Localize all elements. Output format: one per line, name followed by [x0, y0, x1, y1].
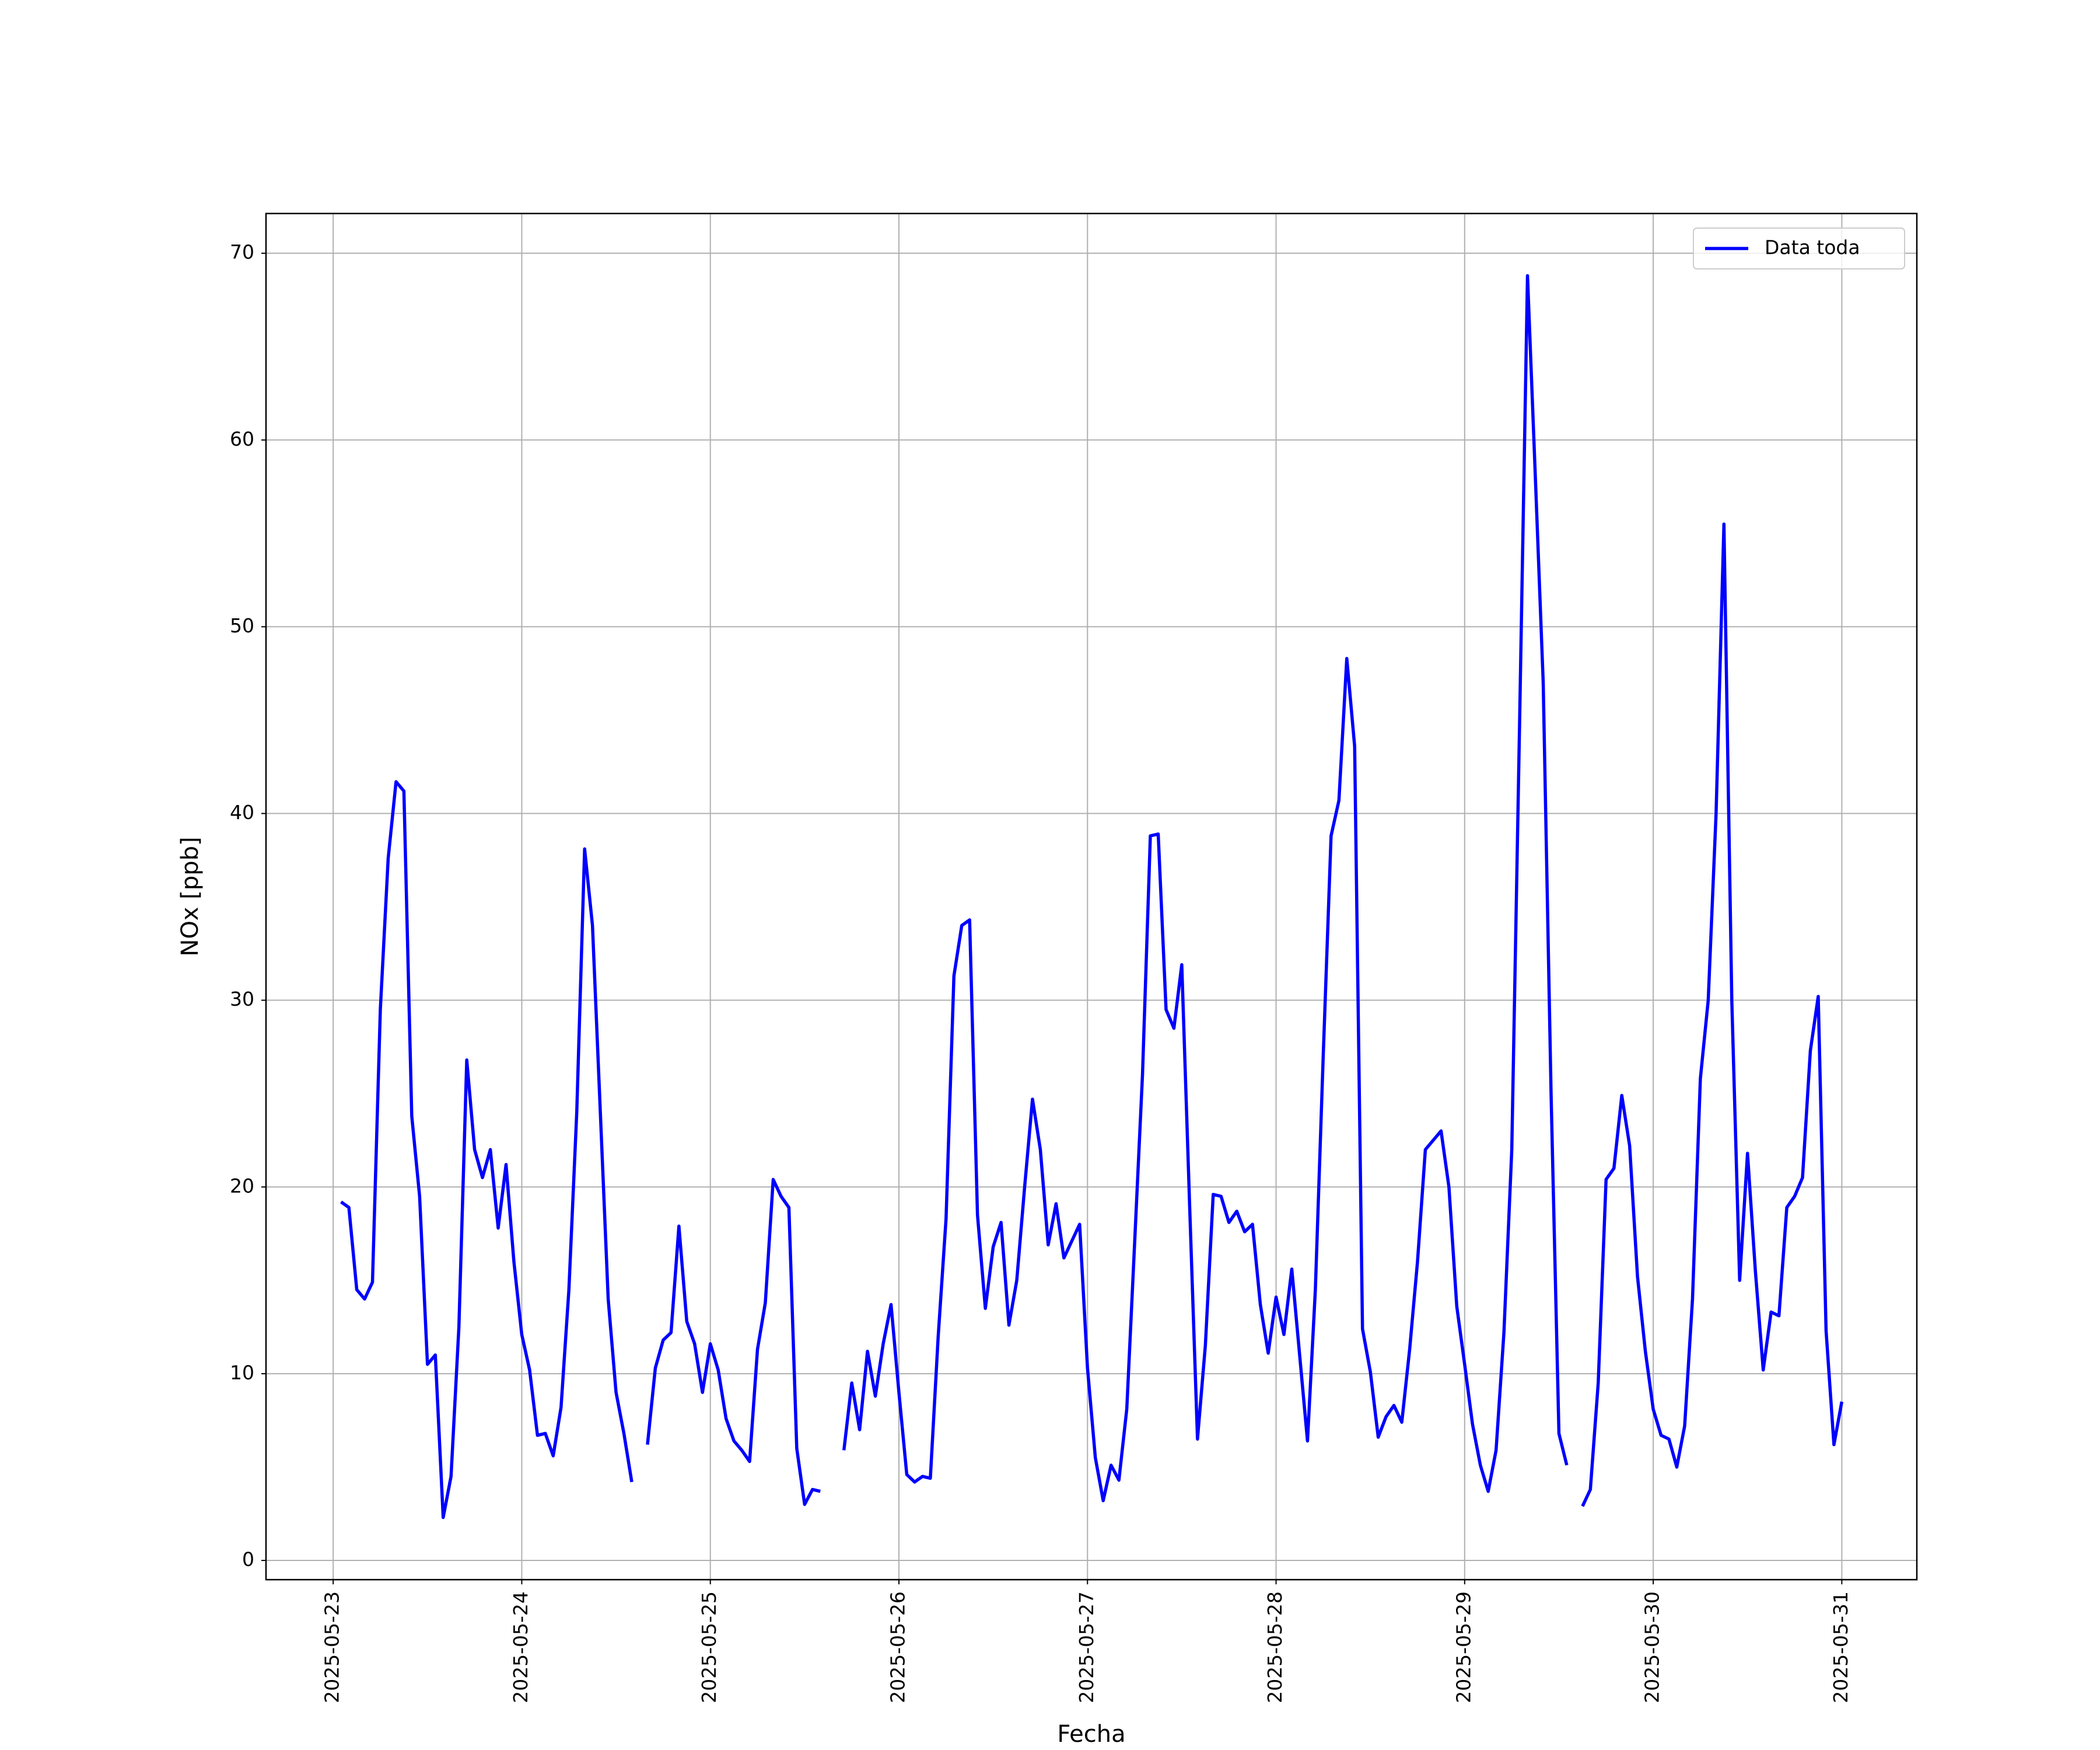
x-tick-label: 2025-05-25: [698, 1591, 720, 1703]
y-tick-label: 10: [230, 1361, 254, 1384]
legend-label: Data toda: [1765, 236, 1860, 259]
y-tick-label: 30: [230, 988, 254, 1010]
y-tick-label: 70: [230, 241, 254, 264]
x-tick-label: 2025-05-27: [1075, 1591, 1098, 1703]
y-tick-label: 20: [230, 1174, 254, 1197]
y-tick-label: 50: [230, 614, 254, 637]
plot-frame: [265, 212, 1918, 1581]
x-tick-label: 2025-05-24: [509, 1591, 532, 1703]
x-tick-label: 2025-05-31: [1829, 1591, 1852, 1703]
x-axis-label: Fecha: [1057, 1721, 1125, 1748]
x-tick-label: 2025-05-23: [321, 1591, 344, 1703]
x-tick-label: 2025-05-26: [886, 1591, 909, 1703]
y-tick-label: 60: [230, 428, 254, 450]
x-tick-label: 2025-05-28: [1264, 1591, 1286, 1703]
x-tick-label: 2025-05-29: [1452, 1591, 1475, 1703]
x-tick-label: 2025-05-30: [1641, 1591, 1664, 1703]
y-tick-label: 0: [242, 1548, 254, 1571]
y-tick-label: 40: [230, 801, 254, 824]
data-line: [340, 274, 1844, 1520]
y-axis-label: NOx [ppb]: [177, 836, 204, 956]
legend-box: [1693, 228, 1905, 270]
